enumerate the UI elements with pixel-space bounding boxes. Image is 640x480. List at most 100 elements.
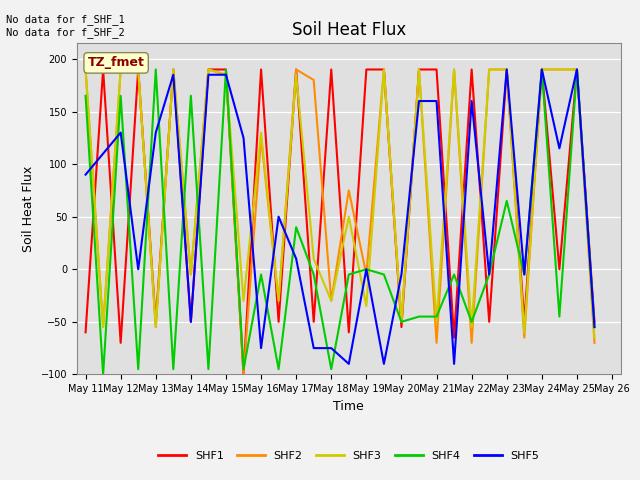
SHF4 bbox=[451, 272, 458, 277]
SHF5 bbox=[239, 135, 247, 141]
Line: SHF3: SHF3 bbox=[86, 70, 595, 337]
SHF4 bbox=[503, 198, 511, 204]
Line: SHF5: SHF5 bbox=[86, 70, 595, 364]
SHF5 bbox=[82, 172, 90, 178]
SHF2 bbox=[310, 77, 317, 83]
SHF2 bbox=[451, 67, 458, 72]
SHF2 bbox=[205, 67, 212, 72]
SHF2 bbox=[520, 335, 528, 340]
SHF3 bbox=[170, 67, 177, 72]
SHF3 bbox=[82, 67, 90, 72]
SHF5 bbox=[468, 98, 476, 104]
SHF5 bbox=[362, 266, 370, 272]
SHF2 bbox=[503, 67, 511, 72]
SHF2 bbox=[82, 67, 90, 72]
SHF1 bbox=[345, 329, 353, 335]
SHF1 bbox=[152, 319, 159, 324]
SHF5 bbox=[187, 319, 195, 324]
SHF4 bbox=[239, 366, 247, 372]
SHF2 bbox=[222, 72, 230, 78]
SHF1 bbox=[187, 319, 195, 324]
SHF5 bbox=[170, 72, 177, 78]
SHF1 bbox=[82, 329, 90, 335]
SHF4 bbox=[82, 93, 90, 99]
SHF2 bbox=[433, 340, 440, 346]
SHF3 bbox=[451, 67, 458, 72]
SHF4 bbox=[380, 272, 388, 277]
SHF2 bbox=[292, 67, 300, 72]
SHF2 bbox=[485, 67, 493, 72]
SHF2 bbox=[257, 135, 265, 141]
SHF4 bbox=[257, 272, 265, 277]
SHF1 bbox=[275, 319, 282, 324]
SHF1 bbox=[538, 67, 546, 72]
SHF3 bbox=[415, 67, 423, 72]
SHF5 bbox=[380, 361, 388, 367]
SHF3 bbox=[485, 67, 493, 72]
SHF3 bbox=[187, 272, 195, 277]
SHF3 bbox=[257, 130, 265, 135]
Text: TZ_fmet: TZ_fmet bbox=[88, 56, 145, 70]
SHF3 bbox=[99, 324, 107, 330]
SHF1 bbox=[362, 67, 370, 72]
SHF5 bbox=[310, 345, 317, 351]
SHF5 bbox=[328, 345, 335, 351]
SHF3 bbox=[433, 319, 440, 324]
SHF1 bbox=[170, 67, 177, 72]
SHF4 bbox=[573, 67, 580, 72]
SHF1 bbox=[433, 67, 440, 72]
SHF1 bbox=[520, 319, 528, 324]
SHF5 bbox=[257, 345, 265, 351]
SHF3 bbox=[134, 67, 142, 72]
SHF5 bbox=[99, 151, 107, 156]
SHF5 bbox=[275, 214, 282, 219]
SHF3 bbox=[152, 324, 159, 330]
SHF3 bbox=[362, 303, 370, 309]
SHF4 bbox=[415, 314, 423, 320]
SHF5 bbox=[345, 361, 353, 367]
SHF1 bbox=[397, 324, 405, 330]
SHF5 bbox=[134, 266, 142, 272]
SHF1 bbox=[117, 340, 125, 346]
SHF4 bbox=[397, 319, 405, 324]
SHF4 bbox=[591, 324, 598, 330]
SHF1 bbox=[257, 67, 265, 72]
SHF3 bbox=[328, 298, 335, 304]
SHF4 bbox=[485, 272, 493, 277]
SHF1 bbox=[415, 67, 423, 72]
SHF5 bbox=[433, 98, 440, 104]
SHF4 bbox=[468, 319, 476, 324]
SHF2 bbox=[556, 67, 563, 72]
SHF2 bbox=[99, 324, 107, 330]
SHF1 bbox=[205, 67, 212, 72]
Text: No data for f_SHF_1
No data for f_SHF_2: No data for f_SHF_1 No data for f_SHF_2 bbox=[6, 14, 125, 38]
SHF4 bbox=[99, 372, 107, 377]
SHF2 bbox=[170, 67, 177, 72]
SHF2 bbox=[380, 67, 388, 72]
SHF3 bbox=[222, 72, 230, 78]
SHF1 bbox=[222, 67, 230, 72]
SHF3 bbox=[239, 298, 247, 304]
SHF5 bbox=[415, 98, 423, 104]
Y-axis label: Soil Heat Flux: Soil Heat Flux bbox=[22, 166, 35, 252]
SHF1 bbox=[134, 67, 142, 72]
SHF2 bbox=[538, 67, 546, 72]
X-axis label: Time: Time bbox=[333, 400, 364, 413]
SHF5 bbox=[538, 67, 546, 72]
SHF1 bbox=[328, 67, 335, 72]
SHF3 bbox=[520, 329, 528, 335]
SHF2 bbox=[362, 272, 370, 277]
SHF4 bbox=[292, 224, 300, 230]
SHF5 bbox=[520, 272, 528, 277]
SHF2 bbox=[328, 298, 335, 304]
SHF4 bbox=[556, 314, 563, 320]
SHF3 bbox=[468, 324, 476, 330]
SHF2 bbox=[117, 67, 125, 72]
SHF4 bbox=[222, 67, 230, 72]
SHF5 bbox=[556, 145, 563, 151]
SHF2 bbox=[187, 272, 195, 277]
SHF1 bbox=[239, 372, 247, 377]
SHF3 bbox=[573, 67, 580, 72]
SHF1 bbox=[310, 319, 317, 324]
SHF4 bbox=[170, 366, 177, 372]
